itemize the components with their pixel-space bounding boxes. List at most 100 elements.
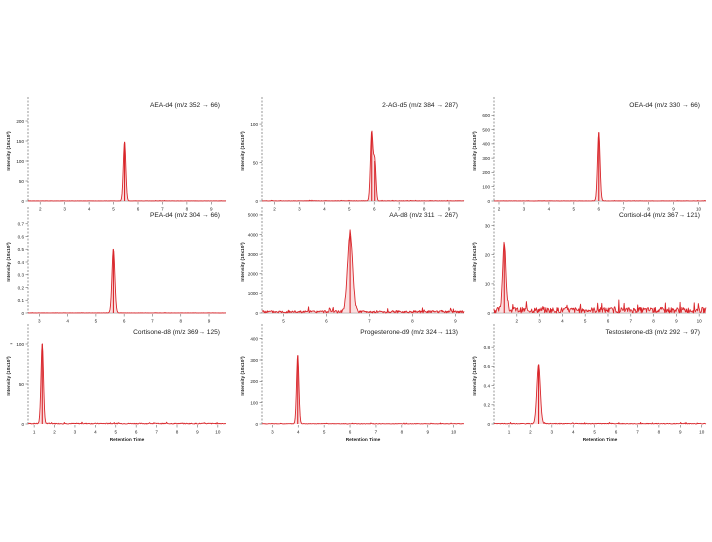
chart-title: PEA-d4 (m/z 304 → 66)	[150, 212, 220, 219]
y-tick-label: 400	[482, 142, 490, 147]
y-tick-label: 300	[250, 358, 258, 363]
x-tick-label: 3	[538, 319, 541, 324]
x-tick-label: 10	[699, 430, 705, 435]
chart-title: 2-AG-d5 (m/z 384 → 287)	[382, 102, 458, 109]
y-tick-label: 500	[482, 127, 490, 132]
x-tick-label: 7	[151, 319, 154, 324]
x-tick-label: 8	[423, 207, 426, 212]
x-tick-label: 7	[629, 319, 632, 324]
y-tick-label: 600	[482, 113, 490, 118]
y-tick-label: 100	[16, 159, 24, 164]
chart-panel: 0 100 200 300 400 500 600 2 3 4 5 6 7 8 9 10 OEA-d4 (m/z…	[472, 97, 707, 212]
y-axis-label: Intensity (10x10³)	[6, 356, 12, 396]
series-line	[493, 132, 707, 202]
series-fill	[28, 249, 226, 313]
x-tick-label: 7	[161, 207, 164, 212]
y-tick-label: 2000	[248, 272, 259, 277]
y-tick-label: 0.4	[484, 383, 491, 388]
y-tick-label: 0.4	[18, 260, 25, 265]
series-line	[261, 355, 465, 425]
y-tick-label: 100	[482, 185, 490, 190]
series-line	[493, 364, 707, 425]
y-tick-label: 0.5	[18, 247, 25, 252]
y-tick-label: 0.6	[484, 364, 491, 369]
y-tick-label: 50	[19, 382, 25, 387]
y-tick-label: 0.2	[484, 403, 491, 408]
y-tick-label: 100	[250, 400, 258, 405]
x-tick-label: 6	[615, 430, 618, 435]
x-tick-label: 9	[672, 207, 675, 212]
x-tick-label: 4	[94, 430, 97, 435]
x-tick-label: 6	[373, 207, 376, 212]
y-tick-label: 300	[482, 156, 490, 161]
x-tick-label: 3	[38, 319, 41, 324]
chart-title: AEA-d4 (m/z 352 → 66)	[150, 102, 220, 109]
x-tick-label: 5	[323, 430, 326, 435]
x-tick-label: 3	[63, 207, 66, 212]
x-tick-label: 4	[88, 207, 91, 212]
x-tick-label: 9	[426, 430, 429, 435]
series-fill	[494, 364, 706, 424]
series-fill	[28, 343, 226, 424]
y-tick-label: 3000	[248, 252, 259, 257]
x-tick-label: 5	[593, 430, 596, 435]
series-fill	[494, 242, 706, 313]
y-tick-label: 50	[253, 160, 259, 165]
y-tick-label: 0	[21, 422, 24, 427]
x-tick-label: 5	[95, 319, 98, 324]
y-axis-label: Intensity (10x10³)	[472, 131, 478, 171]
x-tick-label: 3	[298, 207, 301, 212]
x-tick-label: 9	[208, 319, 211, 324]
x-tick-label: 4	[572, 430, 575, 435]
x-tick-label: 8	[401, 430, 404, 435]
y-tick-label: 0.3	[18, 273, 25, 278]
x-tick-label: 5	[114, 430, 117, 435]
x-tick-label: 4	[323, 207, 326, 212]
y-axis-label: Intensity (10x10³)	[6, 131, 12, 171]
x-tick-label: 8	[647, 207, 650, 212]
x-tick-label: 4	[561, 319, 564, 324]
x-axis-label: Retention Time	[583, 437, 618, 443]
x-tick-label: 8	[186, 207, 189, 212]
x-tick-label: 6	[607, 319, 610, 324]
x-tick-label: 2	[529, 430, 532, 435]
x-tick-label: 2	[498, 207, 501, 212]
x-tick-label: 10	[696, 207, 702, 212]
chart-title: OEA-d4 (m/z 330 → 66)	[629, 102, 700, 109]
x-tick-label: 2	[39, 207, 42, 212]
series-fill	[262, 355, 464, 424]
x-tick-label: 3	[523, 207, 526, 212]
x-tick-label: 6	[137, 207, 140, 212]
stray-mark: -	[10, 339, 13, 348]
x-tick-label: 3	[551, 430, 554, 435]
y-tick-label: 0	[255, 199, 258, 204]
x-tick-label: 6	[349, 430, 352, 435]
x-tick-label: 9	[196, 430, 199, 435]
x-tick-label: 10	[697, 319, 703, 324]
series-fill	[262, 131, 464, 201]
x-tick-label: 2	[53, 430, 56, 435]
y-tick-label: 150	[16, 139, 24, 144]
x-tick-label: 1	[508, 430, 511, 435]
x-tick-label: 5	[112, 207, 115, 212]
y-tick-label: 0.2	[18, 285, 25, 290]
x-tick-label: 4	[66, 319, 69, 324]
chart-title: Cortisol-d4 (m/z 367→ 121)	[619, 212, 700, 219]
x-tick-label: 7	[155, 430, 158, 435]
x-tick-label: 2	[273, 207, 276, 212]
chart-panel: 0 100 200 300 400 3 4 5 6 7 8 9 10 Progesterone-d9 (m…	[240, 324, 465, 443]
x-tick-label: 10	[215, 430, 221, 435]
series-line	[261, 229, 465, 314]
x-tick-label: 1	[33, 430, 36, 435]
y-tick-label: 0.1	[18, 298, 25, 303]
x-axis-label: Retention Time	[346, 437, 381, 443]
x-tick-label: 9	[679, 430, 682, 435]
chart-title: Testosterone-d3 (m/z 292 → 97)	[605, 329, 700, 336]
y-tick-label: 200	[16, 119, 24, 124]
x-tick-label: 3	[74, 430, 77, 435]
y-tick-label: 0.8	[484, 345, 491, 350]
x-tick-label: 3	[271, 430, 274, 435]
